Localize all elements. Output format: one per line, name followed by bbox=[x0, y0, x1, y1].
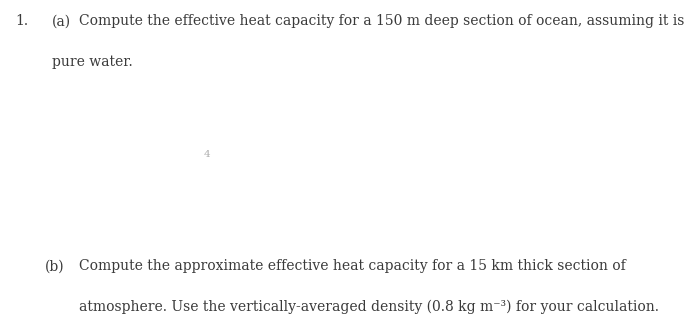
Text: Compute the approximate effective heat capacity for a 15 km thick section of: Compute the approximate effective heat c… bbox=[79, 259, 626, 273]
Text: pure water.: pure water. bbox=[52, 55, 133, 69]
Text: atmosphere. Use the vertically-averaged density (0.8 kg m⁻³) for your calculatio: atmosphere. Use the vertically-averaged … bbox=[79, 300, 659, 315]
Text: 4: 4 bbox=[204, 150, 211, 159]
Text: (b): (b) bbox=[45, 259, 64, 273]
Text: (a): (a) bbox=[52, 14, 71, 28]
Text: Compute the effective heat capacity for a 150 m deep section of ocean, assuming : Compute the effective heat capacity for … bbox=[79, 14, 685, 28]
Text: 1.: 1. bbox=[15, 14, 28, 28]
